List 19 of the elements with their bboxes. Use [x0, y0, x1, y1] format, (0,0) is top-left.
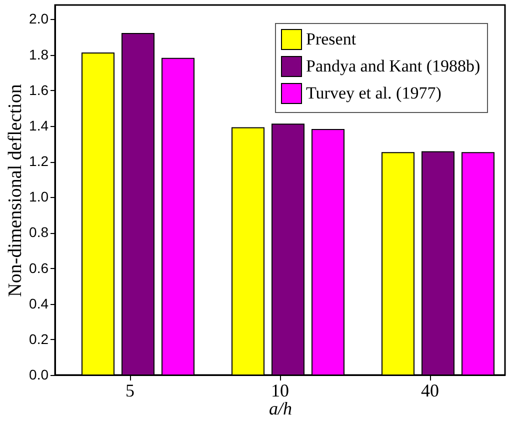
- y-tick-label: 0.4: [29, 295, 49, 312]
- y-axis-title: Non-dimensional deflection: [5, 84, 26, 297]
- y-tick-label: 2.0: [29, 10, 49, 27]
- y-tick-label: 0.2: [29, 330, 49, 347]
- x-tick-label: 5: [126, 380, 134, 400]
- legend-label: Present: [306, 30, 356, 48]
- x-tick-label: 40: [421, 380, 439, 400]
- legend-label: Pandya and Kant (1988b): [306, 56, 480, 76]
- y-tick-label: 1.0: [29, 188, 49, 205]
- y-tick-label: 0.0: [29, 366, 49, 382]
- y-tick-label: 0.6: [29, 260, 49, 276]
- y-tick-label: 1.2: [29, 153, 49, 170]
- y-tick-label: 1.6: [29, 82, 49, 98]
- legend-label: Turvey et al. (1977): [306, 84, 442, 102]
- y-tick-label: 1.4: [29, 117, 49, 134]
- y-tick-label: 1.8: [29, 46, 49, 62]
- x-tick-label: 10: [271, 380, 289, 400]
- y-tick-label: 0.8: [29, 224, 49, 240]
- x-axis-title: a/h: [268, 398, 292, 418]
